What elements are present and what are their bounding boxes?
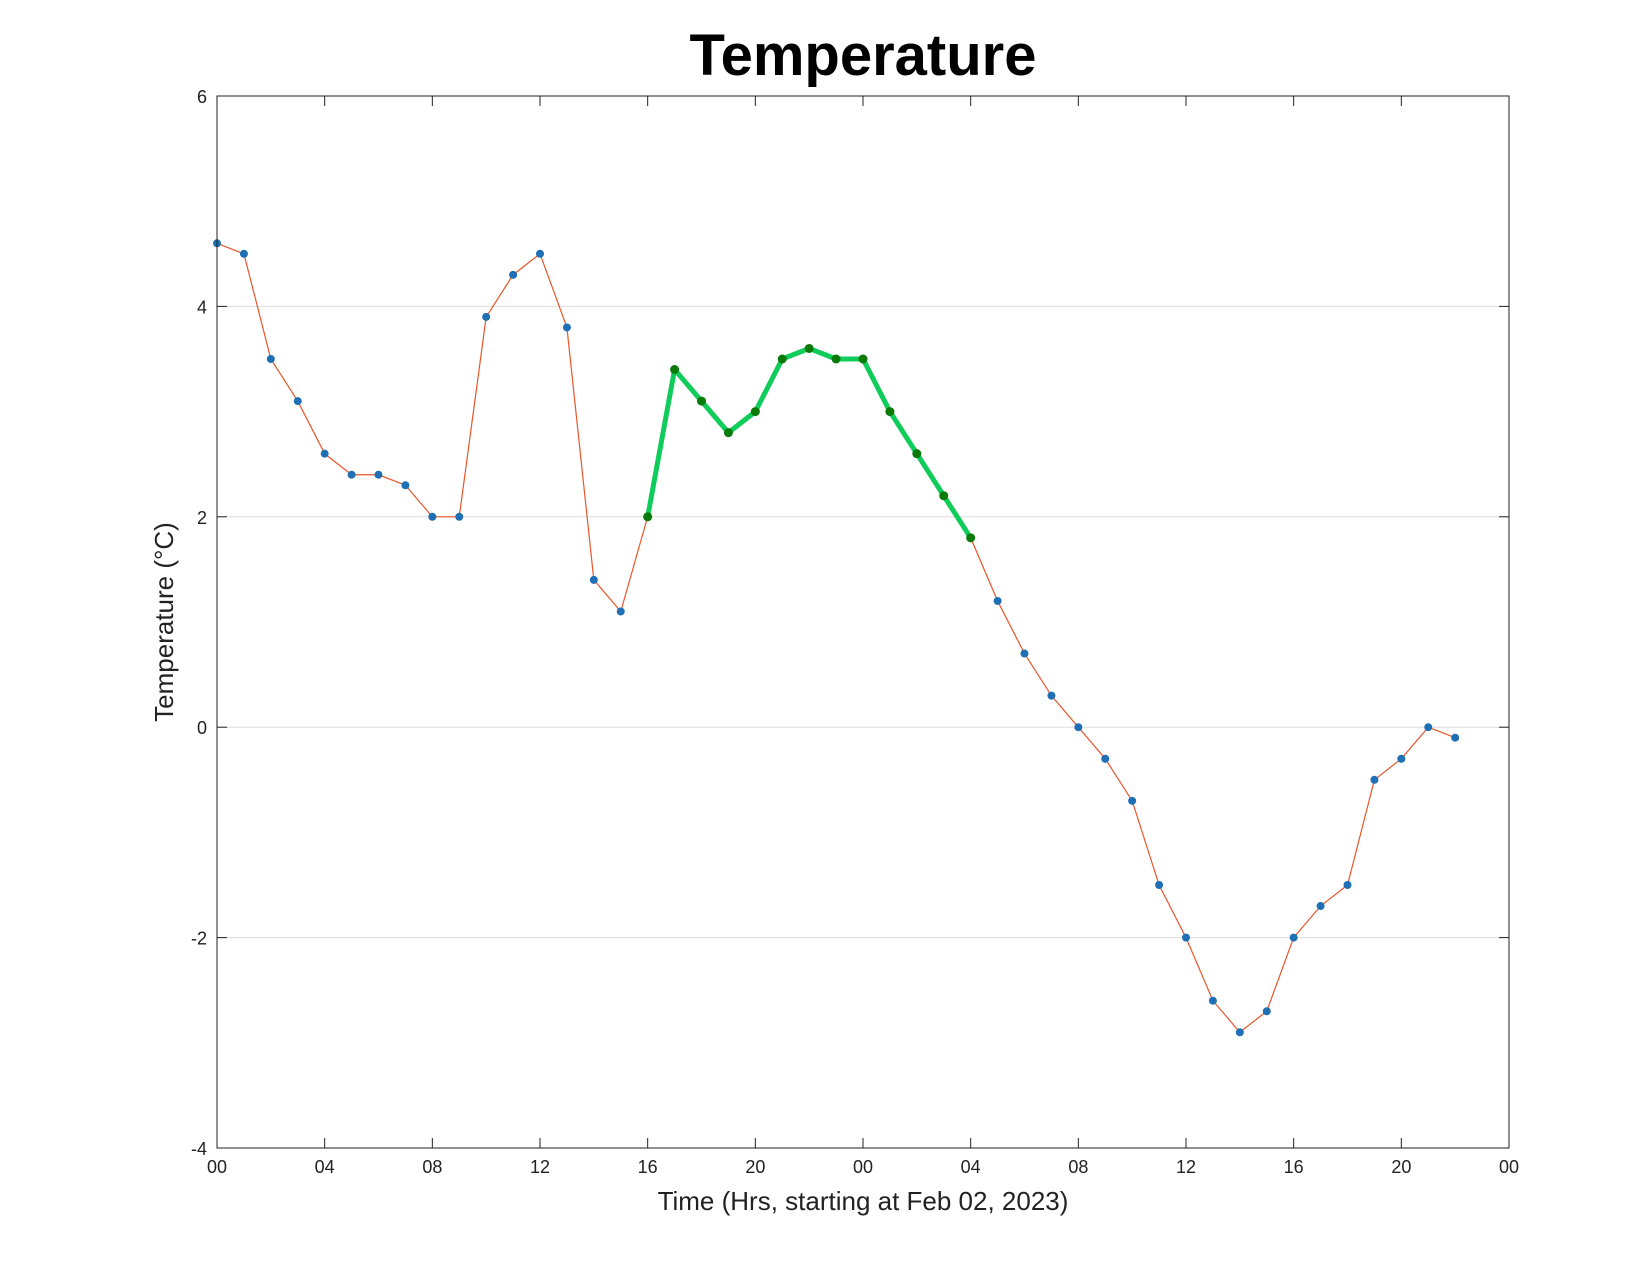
data-point [293,397,302,406]
data-point [1235,1028,1244,1037]
grid-lines [217,305,1509,939]
x-tick-label: 08 [422,1157,442,1177]
x-tick-label: 16 [638,1157,658,1177]
data-point [239,249,248,258]
highlighted-data-point [831,354,841,364]
data-point [1289,933,1298,942]
highlighted-data-point [643,512,653,522]
axis-ticks: -4 -2 0 2 4 6 00 04 08 12 16 20 00 04 08 12 16 20 00 [191,87,1519,1177]
data-point [1397,754,1406,763]
highlighted-data-point [858,354,868,364]
data-point [455,512,464,521]
data-point [1020,649,1029,658]
data-point [482,312,491,321]
x-tick-label: 00 [853,1157,873,1177]
x-tick-label: 04 [961,1157,981,1177]
x-tick-label: 20 [1391,1157,1411,1177]
data-point [1074,723,1083,732]
y-tick-label: -2 [191,929,207,949]
y-tick-label: 4 [197,297,207,317]
highlighted-data-point [804,343,814,353]
data-point [1343,881,1352,889]
highlighted-series-line [645,345,974,541]
chart-title: Temperature [689,23,1036,88]
highlighted-data-point [670,365,680,375]
y-tick-label: 6 [197,87,207,107]
data-point [509,270,518,279]
data-point [616,607,625,616]
highlight-layer [645,345,974,541]
data-point [562,323,571,332]
x-tick-label: 00 [1499,1157,1519,1177]
data-point [1047,691,1056,700]
plot-frame [216,95,1510,1149]
highlighted-data-point [939,491,949,501]
x-tick-label: 12 [530,1157,550,1177]
data-point [1182,933,1190,942]
data-point [266,355,275,363]
y-tick-label: 2 [197,508,207,528]
x-tick-label: 08 [1068,1157,1088,1177]
x-tick-label: 04 [315,1157,335,1177]
highlighted-data-point [966,533,976,543]
data-point [428,512,437,521]
data-point [374,470,383,479]
data-point [401,481,410,490]
highlighted-data-point [723,428,733,438]
data-point [1208,996,1217,1005]
y-axis-label: Temperature (°C) [149,522,179,722]
data-point [1128,796,1137,805]
x-tick-label: 20 [745,1157,765,1177]
data-point [1262,1007,1271,1016]
data-point [536,249,544,258]
y-tick-label: 0 [197,718,207,738]
highlighted-data-point [912,449,922,459]
data-point [1316,902,1325,911]
data-point [1370,775,1379,784]
highlighted-data-point [750,407,760,417]
x-axis-label: Time (Hrs, starting at Feb 02, 2023) [658,1186,1069,1216]
highlighted-data-point [777,354,787,364]
marker-layer [213,239,1460,1037]
data-point [1424,723,1433,732]
x-tick-label: 00 [207,1157,227,1177]
data-point [320,449,329,458]
data-point [1451,733,1460,742]
highlighted-data-point [697,396,706,406]
data-point [993,596,1002,605]
data-point [589,575,598,584]
data-point [347,470,356,479]
highlighted-data-point [885,407,895,417]
x-tick-label: 12 [1176,1157,1196,1177]
data-point [1101,754,1110,763]
data-point [1155,881,1164,889]
x-tick-label: 16 [1284,1157,1304,1177]
y-tick-label: -4 [191,1139,207,1159]
